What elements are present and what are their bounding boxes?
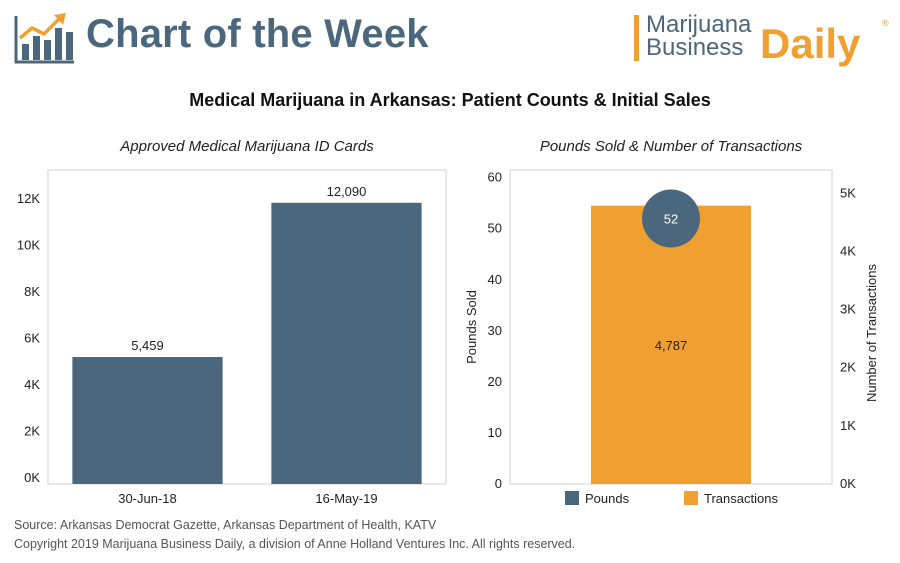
chart1-bar: [271, 202, 422, 484]
registered-mark: ®: [882, 18, 889, 28]
brand-logo-line2: Business: [646, 34, 744, 61]
brand-logo-bar: [634, 15, 639, 61]
legend-pounds-swatch: [565, 491, 579, 505]
chart2-ylabel: Pounds Sold: [464, 290, 479, 364]
chart1-ytick-label: 4K: [24, 377, 40, 392]
chart1-ytick-label: 0K: [24, 470, 40, 485]
chart1-data-label: 12,090: [327, 184, 367, 199]
chart2-ytick-label: 10: [488, 425, 502, 440]
main-title: Medical Marijuana in Arkansas: Patient C…: [189, 90, 711, 110]
chart2-y2label: Number of Transactions: [864, 264, 879, 403]
chart2-transactions-label: 4,787: [655, 338, 688, 353]
chart2-ytick-label: 40: [488, 272, 502, 287]
chart2-y2tick-label: 3K: [840, 302, 856, 317]
chart1-xtick-label: 16-May-19: [315, 491, 377, 506]
chart2-pounds-marker: [642, 189, 700, 248]
chart2-y2tick-label: 5K: [840, 185, 856, 200]
legend-transactions-swatch: [684, 491, 698, 505]
brand-logo-daily: Daily: [760, 20, 861, 67]
legend-pounds-label: Pounds: [585, 491, 630, 506]
page-title: Chart of the Week: [86, 12, 429, 56]
chart2-ytick-label: 0: [495, 476, 502, 491]
chart2-pounds-label: 52: [664, 212, 678, 227]
chart1-bar: [72, 357, 223, 484]
chart1-ytick-label: 12K: [17, 191, 40, 206]
chart2-ytick-label: 30: [488, 323, 502, 338]
chart2-transactions-bar: [591, 205, 751, 484]
brand-logo: Marijuana Business Daily ®: [634, 11, 890, 70]
chart2-y2tick-label: 2K: [840, 360, 856, 375]
source-text: Source: Arkansas Democrat Gazette, Arkan…: [14, 518, 437, 532]
chart2-ytick-label: 20: [488, 374, 502, 389]
chart2-ytick-label: 60: [488, 170, 502, 185]
chart1-data-label: 5,459: [131, 338, 164, 353]
chart1-ytick-label: 6K: [24, 330, 40, 345]
chart2-y2tick-label: 0K: [840, 476, 856, 491]
chart1-ytick-label: 8K: [24, 284, 40, 299]
source-note: Source: Arkansas Democrat Gazette, Arkan…: [14, 516, 575, 554]
chart2-y2tick-label: 4K: [840, 243, 856, 258]
copyright-text: Copyright 2019 Marijuana Business Daily,…: [14, 537, 576, 551]
chart1-xtick-label: 30-Jun-18: [118, 491, 177, 506]
header: Chart of the Week Marijuana Business Dai…: [0, 0, 900, 80]
chart-logo-icon: [14, 13, 74, 64]
chart1-ytick-label: 2K: [24, 423, 40, 438]
chart1-ytick-label: 10K: [17, 237, 40, 252]
chart1-title: Approved Medical Marijuana ID Cards: [120, 138, 374, 155]
chart2-title: Pounds Sold & Number of Transactions: [539, 138, 803, 155]
legend-transactions-label: Transactions: [704, 491, 778, 506]
chart2-ytick-label: 50: [488, 221, 502, 236]
brand-logo-line1: Marijuana: [646, 11, 752, 38]
chart2-y2tick-label: 1K: [840, 418, 856, 433]
